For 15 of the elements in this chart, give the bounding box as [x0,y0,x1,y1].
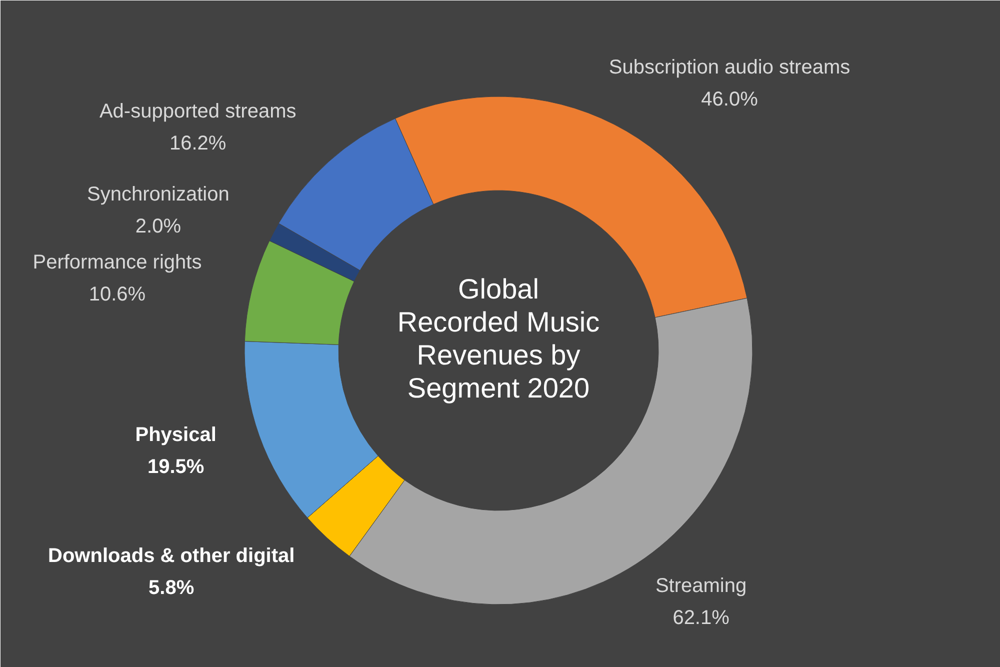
slice-label: Downloads & other digital [48,545,295,568]
slice-label: Subscription audio streams [608,56,850,78]
data-label: 5.8% [148,577,194,600]
slice-label: Performance rights [32,252,202,274]
slice-label: Ad-supported streams [99,100,296,122]
data-label: 2.0% [135,215,182,238]
slice-label: Streaming [655,575,747,598]
slice-label: Physical [135,424,216,446]
slice-label: Synchronization [87,183,230,206]
data-label: 19.5% [147,456,204,478]
text: Global Recorded Music Revenues by Segment 2020 [397,274,600,404]
data-label: 10.6% [88,284,146,306]
data-label: 46.0% [701,88,758,110]
data-label: 62.1% [672,607,730,630]
data-label: 16.2% [169,132,226,154]
